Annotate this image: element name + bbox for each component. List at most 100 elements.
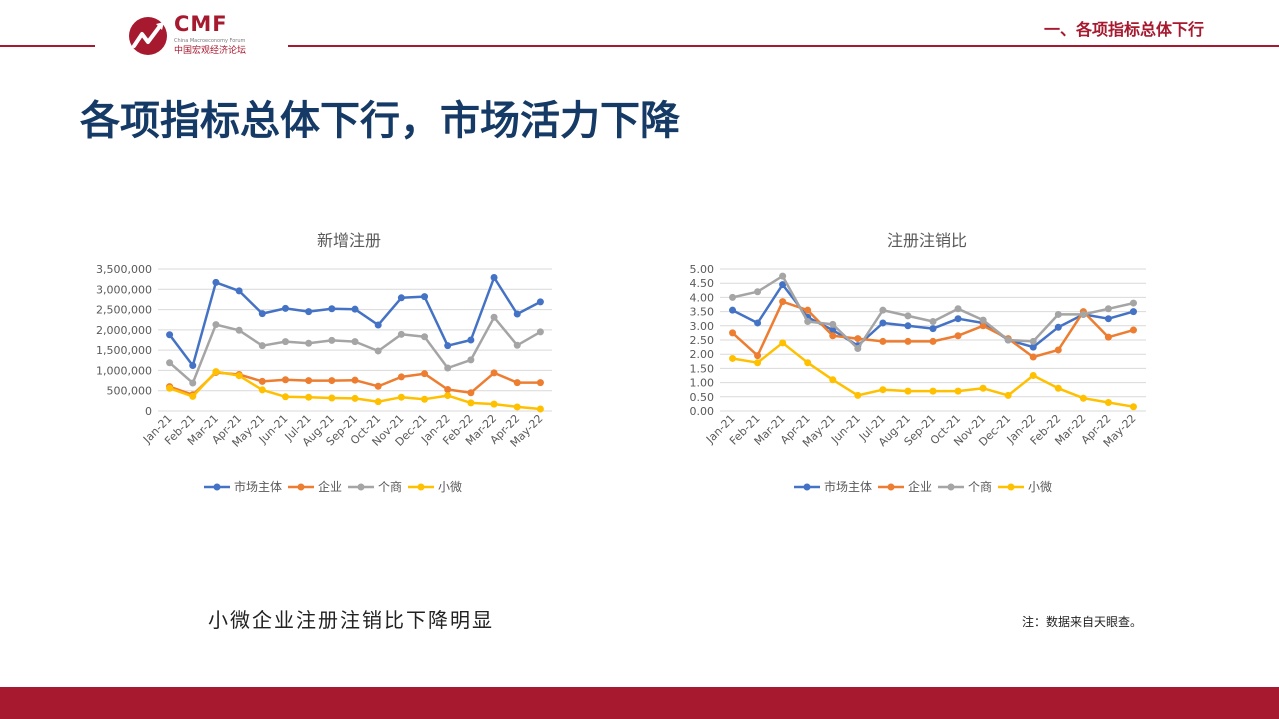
data-point <box>328 394 336 402</box>
data-point <box>189 379 197 387</box>
data-point <box>879 386 887 394</box>
y-tick-label: 0.00 <box>690 405 715 418</box>
data-point <box>1129 299 1137 307</box>
data-point <box>829 326 837 334</box>
data-point <box>854 391 862 399</box>
y-tick-label: 3.00 <box>690 320 715 333</box>
data-point <box>490 369 498 377</box>
data-point <box>189 392 197 400</box>
data-point <box>1129 403 1137 411</box>
data-point <box>258 342 266 350</box>
data-point <box>1029 337 1037 345</box>
data-point <box>305 377 313 385</box>
data-point <box>536 405 544 413</box>
data-point <box>929 337 937 345</box>
data-point <box>166 359 174 367</box>
data-point <box>374 321 382 329</box>
data-point <box>258 377 266 385</box>
data-point <box>328 336 336 344</box>
data-point <box>305 308 313 316</box>
data-point <box>166 331 174 339</box>
data-point <box>829 332 837 340</box>
data-point <box>729 354 737 362</box>
data-point <box>804 359 812 367</box>
data-point <box>1054 310 1062 318</box>
y-tick-label: 0.50 <box>690 391 715 404</box>
y-tick-label: 2,000,000 <box>96 324 152 337</box>
data-point <box>467 356 475 364</box>
data-point <box>854 335 862 343</box>
data-point <box>444 364 452 372</box>
data-point <box>779 272 787 280</box>
data-point <box>328 305 336 313</box>
data-point <box>444 385 452 393</box>
series-4 <box>166 368 544 413</box>
data-point <box>1104 333 1112 341</box>
y-tick-label: 3.50 <box>690 306 715 319</box>
data-point <box>979 384 987 392</box>
data-point <box>954 332 962 340</box>
legend-marker <box>887 483 895 491</box>
logo-subtitle-en: China Macroeconomy Forum <box>174 38 246 44</box>
y-tick-label: 1,000,000 <box>96 364 152 377</box>
data-point <box>754 352 762 360</box>
legend-marker <box>947 483 955 491</box>
series-line <box>168 276 541 367</box>
y-tick-label: 4.50 <box>690 277 715 290</box>
data-point <box>829 376 837 384</box>
data-point <box>904 312 912 320</box>
data-point <box>421 370 429 378</box>
legend-label: 企业 <box>908 479 932 494</box>
data-point <box>513 379 521 387</box>
data-point <box>879 319 887 327</box>
data-point <box>212 278 220 286</box>
data-point <box>189 362 197 370</box>
data-point <box>421 395 429 403</box>
page-title: 各项指标总体下行，市场活力下降 <box>80 98 680 144</box>
data-point <box>513 341 521 349</box>
data-point <box>351 305 359 313</box>
data-point <box>729 329 737 337</box>
data-point <box>854 345 862 353</box>
series-line <box>732 274 1134 350</box>
data-point <box>258 310 266 318</box>
data-point <box>1079 310 1087 318</box>
data-point <box>513 310 521 318</box>
data-point <box>1104 305 1112 313</box>
data-point <box>979 316 987 324</box>
y-tick-label: 3,500,000 <box>96 263 152 276</box>
y-tick-label: 2.50 <box>690 334 715 347</box>
legend-label: 个商 <box>968 479 992 494</box>
legend-marker <box>297 483 305 491</box>
data-point <box>374 382 382 390</box>
data-point <box>328 377 336 385</box>
cmf-logo: CMF China Macroeconomy Forum 中国宏观经济论坛 <box>128 12 288 56</box>
data-point <box>397 294 405 302</box>
data-point <box>1004 336 1012 344</box>
data-point <box>1129 326 1137 334</box>
data-point <box>754 288 762 296</box>
y-tick-label: 5.00 <box>690 263 715 276</box>
data-point <box>1054 346 1062 354</box>
chart-new-registrations: 新增注册 0 500,000 1,000,000 1,500,000 2,000,000 2… <box>96 231 552 494</box>
data-point <box>397 393 405 401</box>
data-point <box>351 376 359 384</box>
data-point <box>467 336 475 344</box>
data-point <box>281 338 289 346</box>
series-3 <box>729 272 1137 353</box>
chart-title: 注册注销比 <box>887 231 967 250</box>
data-point <box>954 387 962 395</box>
legend-marker <box>1007 483 1015 491</box>
data-point <box>929 325 937 333</box>
legend-label: 企业 <box>318 479 342 494</box>
data-point <box>235 372 243 380</box>
data-point <box>1004 391 1012 399</box>
y-tick-label: 500,000 <box>107 385 153 398</box>
data-point <box>904 387 912 395</box>
data-point <box>1029 353 1037 361</box>
chart-title: 新增注册 <box>317 231 381 250</box>
data-point <box>281 304 289 312</box>
logo-text: CMF <box>174 12 228 36</box>
data-point <box>397 373 405 381</box>
data-point <box>754 359 762 367</box>
